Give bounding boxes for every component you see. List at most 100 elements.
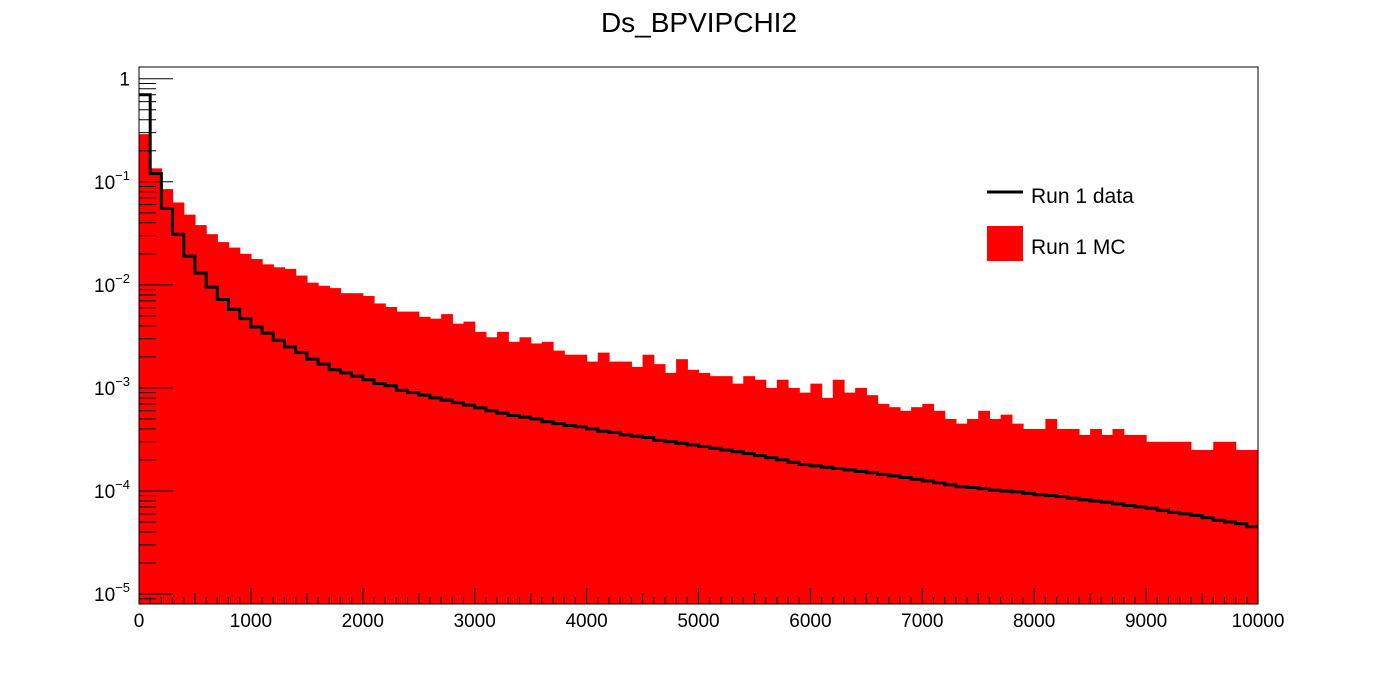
x-tick-label: 0 bbox=[134, 611, 145, 632]
mc-bar bbox=[1101, 434, 1114, 604]
y-axis: 1 10−1 10−2 10−3 10−4 10−5 bbox=[94, 70, 173, 606]
plot-frame bbox=[138, 66, 1259, 605]
mc-bar bbox=[597, 352, 610, 604]
mc-bar bbox=[1179, 441, 1192, 604]
mc-bar bbox=[709, 376, 722, 604]
mc-bar bbox=[1045, 418, 1058, 604]
mc-bar bbox=[843, 392, 856, 604]
mc-bar bbox=[642, 354, 655, 604]
mc-bar bbox=[284, 268, 297, 604]
x-tick-label: 4000 bbox=[565, 611, 607, 632]
mc-bar bbox=[206, 234, 218, 605]
mc-bar bbox=[463, 321, 476, 604]
mc-bar bbox=[1023, 428, 1035, 604]
mc-bar bbox=[329, 288, 342, 604]
mc-bar bbox=[575, 354, 588, 604]
data-histogram-series bbox=[139, 93, 1258, 529]
mc-bar bbox=[888, 407, 901, 604]
mc-bar bbox=[508, 341, 521, 604]
mc-bar bbox=[1000, 414, 1013, 604]
mc-histogram-series bbox=[139, 134, 1259, 605]
data-step-line bbox=[139, 93, 1258, 529]
mc-bar bbox=[978, 410, 991, 604]
mc-bar bbox=[239, 253, 252, 604]
mc-bar bbox=[474, 331, 487, 604]
mc-bar bbox=[1157, 441, 1170, 604]
mc-bar bbox=[955, 423, 968, 604]
mc-bar bbox=[418, 316, 431, 604]
mc-bar bbox=[452, 323, 465, 604]
legend-label-data: Run 1 data bbox=[1031, 185, 1134, 208]
mc-bar bbox=[250, 259, 263, 604]
mc-bar bbox=[1067, 428, 1080, 604]
mc-bar bbox=[1213, 441, 1226, 604]
y-tick-label: 10−4 bbox=[94, 477, 130, 503]
mc-bar bbox=[608, 361, 621, 604]
mc-bar bbox=[1134, 434, 1147, 604]
x-tick-label: 1000 bbox=[230, 611, 272, 632]
x-tick-label: 10000 bbox=[1232, 611, 1285, 632]
y-tick-label: 10−2 bbox=[94, 271, 130, 297]
mc-bar bbox=[273, 267, 286, 604]
legend: Run 1 data Run 1 MC bbox=[987, 185, 1134, 261]
mc-bar bbox=[653, 364, 666, 604]
y-tick-label: 10−5 bbox=[94, 580, 130, 606]
mc-bar bbox=[373, 303, 386, 604]
mc-bar bbox=[720, 376, 733, 604]
mc-bar bbox=[407, 311, 420, 604]
x-tick-label: 6000 bbox=[789, 611, 831, 632]
mc-bar bbox=[1112, 428, 1125, 604]
mc-bar bbox=[497, 331, 509, 604]
mc-bar bbox=[765, 387, 778, 604]
mc-bar bbox=[172, 202, 185, 604]
mc-bar bbox=[306, 282, 319, 604]
mc-bar bbox=[485, 337, 498, 604]
mc-bar bbox=[664, 372, 677, 604]
mc-bar bbox=[631, 366, 644, 604]
x-tick-label: 2000 bbox=[342, 611, 384, 632]
mc-bar bbox=[564, 354, 577, 604]
mc-bar bbox=[799, 392, 811, 604]
mc-bar bbox=[754, 379, 767, 604]
mc-bar bbox=[832, 379, 845, 604]
mc-bar bbox=[586, 361, 599, 604]
x-tick-label: 5000 bbox=[677, 611, 719, 632]
y-tick-label: 10−3 bbox=[94, 374, 130, 400]
mc-bar bbox=[810, 383, 823, 604]
x-tick-label: 7000 bbox=[901, 611, 943, 632]
mc-bar bbox=[194, 225, 207, 605]
mc-bar bbox=[866, 395, 879, 604]
mc-bar bbox=[698, 372, 711, 604]
mc-bar bbox=[855, 387, 867, 604]
mc-bar bbox=[989, 418, 1002, 604]
mc-bar bbox=[1011, 423, 1024, 604]
mc-bar bbox=[933, 410, 946, 604]
mc-bar bbox=[676, 359, 688, 604]
mc-bar bbox=[1235, 449, 1248, 604]
mc-bar bbox=[1190, 449, 1203, 604]
mc-bar bbox=[362, 295, 375, 604]
mc-bar bbox=[967, 418, 979, 604]
mc-bar bbox=[161, 189, 174, 605]
legend-swatch-fill bbox=[987, 226, 1023, 261]
mc-bar bbox=[944, 418, 957, 604]
mc-bar bbox=[1056, 428, 1069, 604]
mc-bar bbox=[441, 314, 453, 604]
mc-bar bbox=[519, 337, 532, 604]
mc-bar bbox=[553, 350, 565, 604]
mc-bar bbox=[732, 383, 744, 604]
y-tick-label: 10−1 bbox=[94, 168, 130, 194]
x-tick-label: 3000 bbox=[454, 611, 496, 632]
mc-bar bbox=[743, 376, 756, 604]
mc-bar bbox=[139, 134, 151, 604]
mc-bar bbox=[183, 214, 196, 604]
mc-bar bbox=[340, 293, 353, 604]
x-tick-label: 9000 bbox=[1125, 611, 1167, 632]
mc-bar bbox=[620, 361, 632, 604]
mc-bar bbox=[530, 343, 543, 604]
y-tick-label: 1 bbox=[119, 70, 130, 91]
mc-bar bbox=[541, 341, 554, 604]
mc-bar bbox=[318, 285, 330, 604]
mc-bar bbox=[217, 242, 230, 605]
